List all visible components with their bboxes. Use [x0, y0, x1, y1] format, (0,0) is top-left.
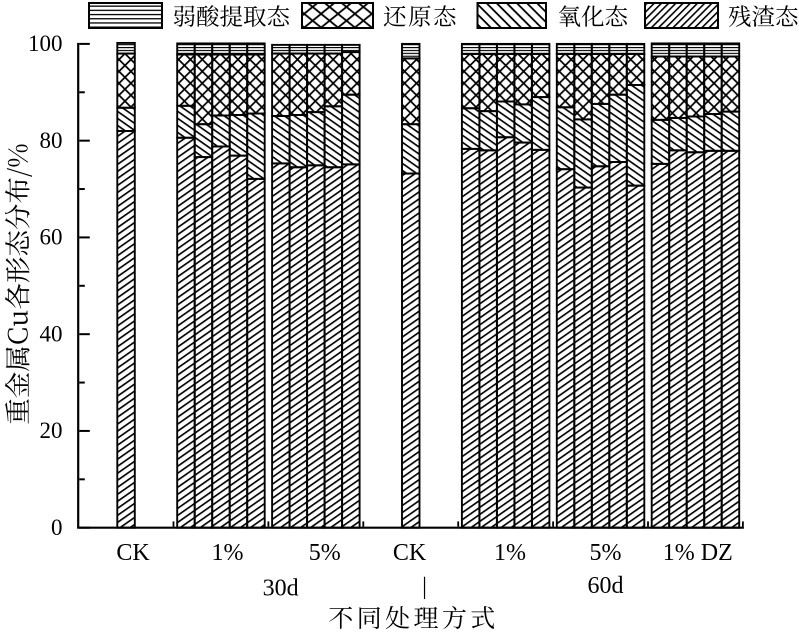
svg-text:100: 100 [28, 31, 63, 56]
svg-text:5%: 5% [309, 540, 341, 566]
svg-text:40: 40 [40, 321, 63, 346]
svg-text:1% DZ: 1% DZ [663, 540, 733, 566]
svg-text:CK: CK [116, 540, 150, 566]
svg-text:20: 20 [40, 418, 63, 443]
svg-text:30d: 30d [263, 576, 299, 602]
svg-text:80: 80 [40, 128, 63, 153]
svg-text:1%: 1% [494, 540, 526, 566]
svg-text:5%: 5% [590, 540, 622, 566]
svg-text:CK: CK [393, 540, 427, 566]
svg-text:60d: 60d [588, 573, 624, 599]
svg-text:|: | [422, 574, 427, 600]
svg-text:0: 0 [51, 515, 63, 540]
svg-text:60: 60 [40, 225, 63, 250]
svg-text:1%: 1% [212, 540, 244, 566]
